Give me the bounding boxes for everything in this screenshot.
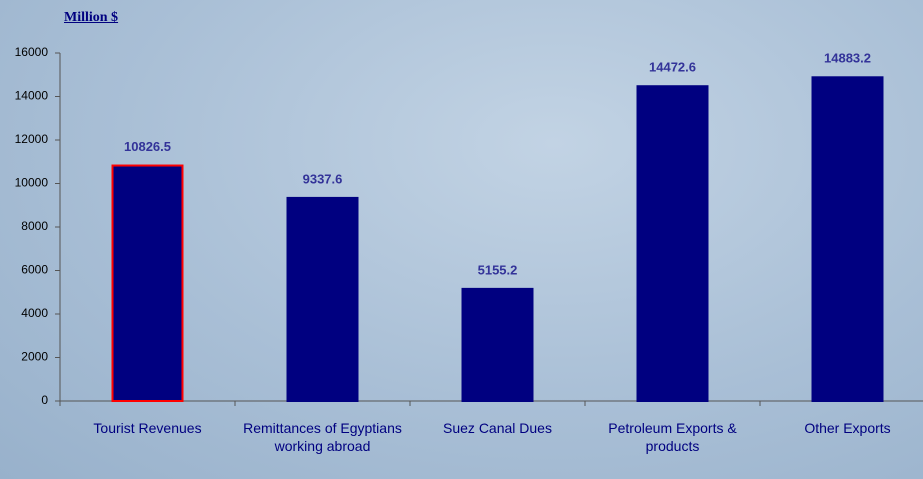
axis-title: Million $ bbox=[64, 10, 119, 25]
value-label: 5155.2 bbox=[478, 262, 518, 277]
y-tick-label: 6000 bbox=[21, 263, 48, 277]
y-tick-label: 4000 bbox=[21, 306, 48, 320]
y-tick-label: 12000 bbox=[15, 132, 49, 146]
value-label: 9337.6 bbox=[303, 171, 343, 186]
x-tick-label: Other Exports bbox=[804, 420, 891, 436]
y-tick-label: 8000 bbox=[21, 219, 48, 233]
bar bbox=[111, 164, 184, 402]
y-tick-label: 2000 bbox=[21, 350, 48, 364]
x-tick-label: Suez Canal Dues bbox=[443, 420, 552, 436]
bar bbox=[286, 196, 359, 402]
x-tick-label: Petroleum Exports & products bbox=[608, 420, 737, 454]
y-tick-label: 14000 bbox=[15, 89, 49, 103]
y-tick-label: 0 bbox=[41, 393, 48, 407]
y-tick-label: 10000 bbox=[15, 176, 49, 190]
value-label: 14472.6 bbox=[649, 60, 696, 75]
bar bbox=[636, 85, 709, 402]
y-tick-label: 16000 bbox=[15, 45, 49, 59]
x-tick-label: Tourist Revenues bbox=[93, 420, 202, 436]
bar bbox=[461, 287, 534, 402]
x-tick-label: Remittances of Egyptians working abroad bbox=[243, 420, 402, 454]
value-label: 10826.5 bbox=[124, 139, 171, 154]
value-label: 14883.2 bbox=[824, 51, 871, 66]
bar bbox=[811, 76, 884, 402]
